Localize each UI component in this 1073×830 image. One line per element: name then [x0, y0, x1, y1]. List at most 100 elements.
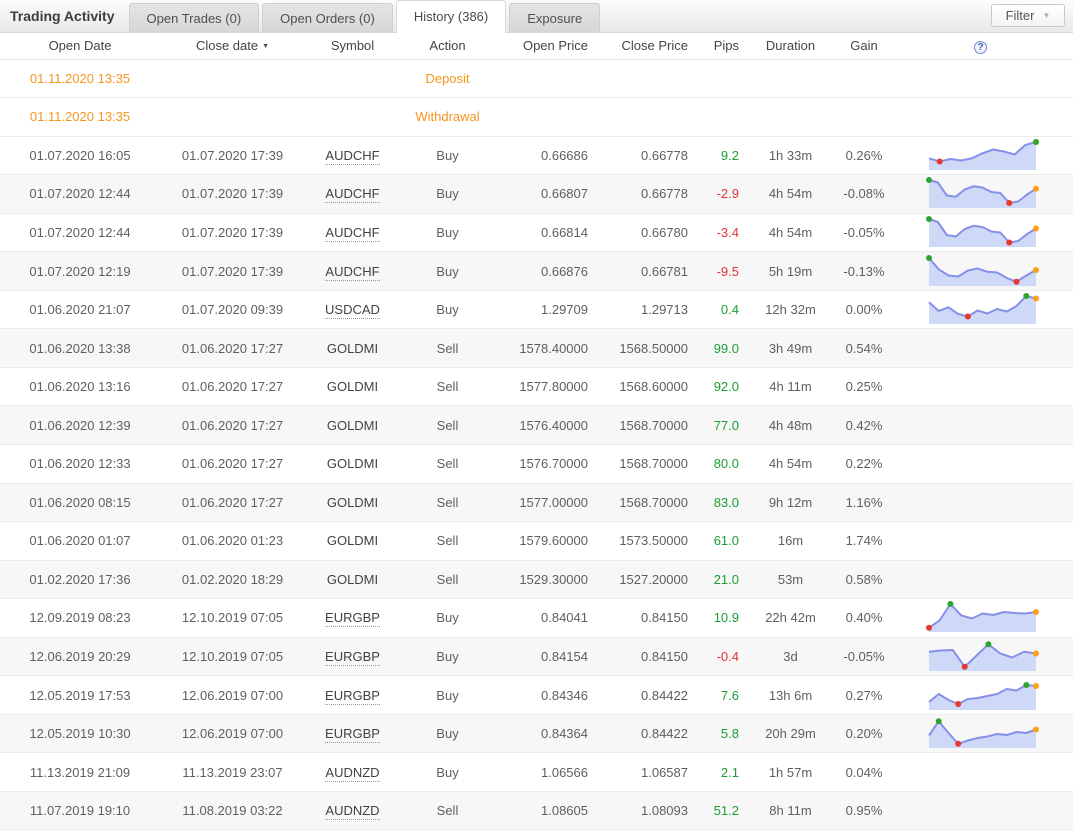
symbol-link[interactable]: USDCAD [325, 302, 380, 319]
symbol-link[interactable]: AUDCHF [325, 225, 379, 242]
filter-button[interactable]: Filter ▼ [991, 4, 1065, 27]
trade-price-sparkline [925, 255, 1040, 288]
close-date-cell: 01.07.2020 17:39 [160, 213, 305, 252]
help-icon[interactable]: ? [974, 41, 987, 54]
table-row: 11.13.2019 21:09 11.13.2019 23:07 AUDNZD… [0, 753, 1073, 792]
symbol-cell: AUDCHF [305, 136, 400, 175]
sparkline-chart [925, 293, 1040, 326]
gain-cell: 0.25% [840, 367, 888, 406]
close-price-cell: 0.66778 [590, 175, 690, 214]
open-date-cell: 01.06.2020 01:07 [0, 522, 160, 561]
duration-cell: 4h 48m [741, 406, 840, 445]
symbol-link[interactable]: AUDCHF [325, 148, 379, 165]
open-price-cell: 1.06566 [495, 753, 590, 792]
column-close-date[interactable]: Close date▼ [160, 33, 305, 59]
history-table-body: 01.11.2020 13:35 Deposit 01.11.2020 13:3… [0, 59, 1073, 830]
duration-cell: 22h 42m [741, 599, 840, 638]
duration-cell: 1h 33m [741, 136, 840, 175]
action-cell: Buy [400, 599, 495, 638]
symbol-cell [305, 59, 400, 98]
gain-cell: 0.26% [840, 136, 888, 175]
chart-cell [888, 522, 1073, 561]
duration-cell: 9h 12m [741, 483, 840, 522]
open-date-cell: 11.13.2019 21:09 [0, 753, 160, 792]
tab-open-trades-0[interactable]: Open Trades (0) [129, 3, 260, 32]
table-row: 01.06.2020 12:33 01.06.2020 17:27 GOLDMI… [0, 444, 1073, 483]
symbol-link[interactable]: AUDCHF [325, 264, 379, 281]
open-date-cell: 01.06.2020 08:15 [0, 483, 160, 522]
pips-cell: 61.0 [690, 522, 741, 561]
close-date-cell: 11.13.2019 23:07 [160, 753, 305, 792]
open-date-cell: 11.07.2019 19:10 [0, 791, 160, 830]
close-point-dot [1033, 650, 1039, 656]
chart-cell [888, 98, 1073, 137]
symbol-link[interactable]: AUDNZD [325, 765, 379, 782]
gain-cell: 0.54% [840, 329, 888, 368]
symbol-link: GOLDMI [327, 572, 378, 587]
column-gain: Gain [840, 33, 888, 59]
column-chart: ? [888, 33, 1073, 59]
sparkline-chart [925, 177, 1040, 210]
open-date-cell: 01.06.2020 13:16 [0, 367, 160, 406]
open-price-cell: 1577.00000 [495, 483, 590, 522]
symbol-link[interactable]: AUDNZD [325, 803, 379, 820]
duration-cell: 53m [741, 560, 840, 599]
symbol-cell: AUDCHF [305, 252, 400, 291]
symbol-cell [305, 98, 400, 137]
symbol-cell: GOLDMI [305, 483, 400, 522]
action-cell: Buy [400, 252, 495, 291]
chart-cell [888, 290, 1073, 329]
close-date-cell: 01.06.2020 17:27 [160, 329, 305, 368]
open-date-cell: 12.09.2019 08:23 [0, 599, 160, 638]
table-row: 12.05.2019 10:30 12.06.2019 07:00 EURGBP… [0, 714, 1073, 753]
pips-cell: -3.4 [690, 213, 741, 252]
symbol-link: GOLDMI [327, 456, 378, 471]
symbol-link[interactable]: AUDCHF [325, 186, 379, 203]
open-price-cell: 1576.70000 [495, 444, 590, 483]
sort-desc-icon: ▼ [262, 43, 269, 50]
symbol-cell: AUDNZD [305, 791, 400, 830]
symbol-cell: AUDCHF [305, 213, 400, 252]
table-row: 01.07.2020 16:05 01.07.2020 17:39 AUDCHF… [0, 136, 1073, 175]
open-price-cell: 0.66876 [495, 252, 590, 291]
close-date-cell: 01.06.2020 17:27 [160, 483, 305, 522]
symbol-cell: GOLDMI [305, 406, 400, 445]
duration-cell: 3h 49m [741, 329, 840, 368]
open-price-cell: 1.29709 [495, 290, 590, 329]
close-price-cell: 0.66781 [590, 252, 690, 291]
close-date-cell: 12.06.2019 07:00 [160, 676, 305, 715]
table-row: 12.05.2019 17:53 12.06.2019 07:00 EURGBP… [0, 676, 1073, 715]
symbol-cell: GOLDMI [305, 367, 400, 406]
gain-cell: 0.42% [840, 406, 888, 445]
low-point-dot [955, 741, 961, 747]
close-date-cell: 01.06.2020 17:27 [160, 367, 305, 406]
close-price-cell: 0.66778 [590, 136, 690, 175]
symbol-link[interactable]: EURGBP [325, 726, 380, 743]
symbol-link[interactable]: EURGBP [325, 649, 380, 666]
tab-exposure[interactable]: Exposure [509, 3, 600, 32]
close-price-cell: 1568.60000 [590, 367, 690, 406]
symbol-link[interactable]: EURGBP [325, 688, 380, 705]
action-cell: Buy [400, 290, 495, 329]
duration-cell: 4h 11m [741, 367, 840, 406]
chart-cell [888, 753, 1073, 792]
close-point-dot [1033, 225, 1039, 231]
page-title: Trading Activity [10, 8, 115, 24]
trade-price-sparkline [925, 601, 1040, 634]
table-row: 01.11.2020 13:35 Withdrawal [0, 98, 1073, 137]
gain-cell: -0.13% [840, 252, 888, 291]
symbol-link[interactable]: EURGBP [325, 610, 380, 627]
pips-cell: 92.0 [690, 367, 741, 406]
close-date-cell: 12.10.2019 07:05 [160, 637, 305, 676]
chart-cell [888, 406, 1073, 445]
chart-cell [888, 444, 1073, 483]
close-price-cell: 0.84422 [590, 676, 690, 715]
open-price-cell [495, 98, 590, 137]
tab-open-orders-0[interactable]: Open Orders (0) [262, 3, 393, 32]
pips-cell: 21.0 [690, 560, 741, 599]
tab-history-386[interactable]: History (386) [396, 0, 506, 33]
gain-cell: 0.95% [840, 791, 888, 830]
high-point-dot [926, 177, 932, 183]
close-point-dot [1033, 609, 1039, 615]
action-cell: Sell [400, 406, 495, 445]
